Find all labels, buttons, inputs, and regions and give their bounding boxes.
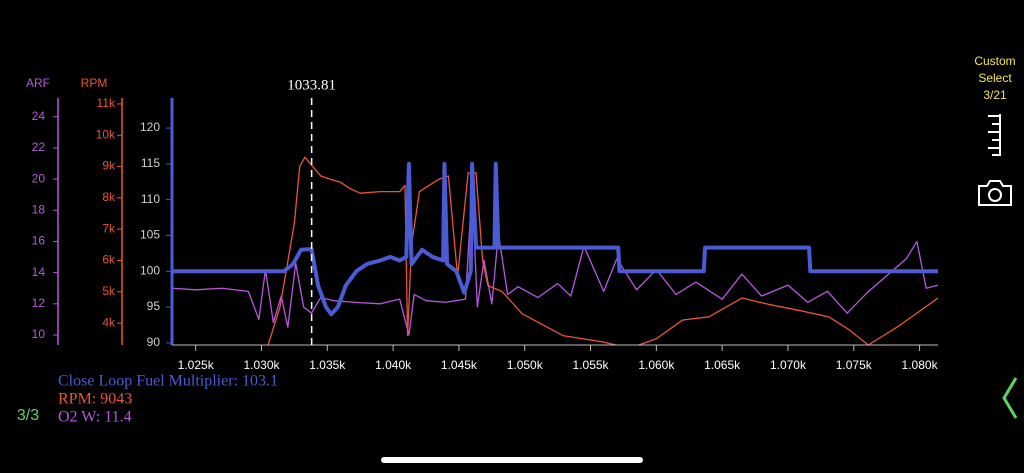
x-tick-label: 1.070k (770, 358, 807, 372)
y2-axis-label: RPM (81, 76, 108, 90)
y-tick-label: 110 (141, 192, 160, 206)
y2-tick-label: 8k (102, 190, 116, 204)
y2-tick-label: 6k (102, 253, 116, 267)
y3-tick-label: 12 (32, 296, 46, 310)
custom-select-label[interactable]: Select (978, 71, 1012, 85)
readout-line: O2 W: 11.4 (58, 409, 132, 426)
y3-tick-label: 22 (32, 140, 46, 154)
camera-icon[interactable] (978, 180, 1012, 206)
x-tick-label: 1.050k (507, 358, 544, 372)
y2-tick-label: 11k (97, 96, 116, 110)
x-tick-label: 1.080k (902, 358, 939, 372)
y-tick-label: 120 (140, 120, 160, 134)
x-tick-label: 1.040k (375, 358, 412, 372)
series-line (172, 161, 938, 317)
x-tick-label: 1.035k (309, 358, 346, 372)
y3-tick-label: 14 (32, 265, 46, 279)
cursor-label: 1033.81 (287, 77, 336, 93)
y-tick-label: 90 (147, 335, 161, 349)
y2-tick-label: 4k (102, 315, 116, 329)
home-indicator (381, 457, 643, 463)
x-tick-label: 1.025k (178, 358, 215, 372)
y3-tick-label: 10 (32, 327, 46, 341)
y-tick-label: 105 (140, 228, 160, 242)
y2-tick-label: 5k (102, 284, 116, 298)
x-tick-label: 1.030k (243, 358, 280, 372)
x-tick-label: 1.045k (441, 358, 478, 372)
x-tick-label: 1.055k (573, 358, 610, 372)
readout-line: RPM: 9043 (58, 391, 132, 408)
series-line (266, 156, 938, 345)
back-chevron[interactable] (1002, 377, 1018, 419)
y3-tick-label: 20 (32, 171, 46, 185)
y-tick-label: 95 (147, 299, 161, 313)
y3-tick-label: 18 (32, 202, 46, 216)
y2-tick-label: 7k (102, 221, 116, 235)
y-tick-label: 100 (140, 263, 160, 277)
page-indicator: 3/3 (17, 407, 39, 424)
y3-axis-label: ARF (26, 76, 50, 90)
x-tick-label: 1.060k (638, 358, 675, 372)
y3-tick-label: 24 (32, 109, 46, 123)
x-tick-label: 1.075k (836, 358, 873, 372)
y3-tick-label: 16 (32, 234, 46, 248)
y2-tick-label: 9k (102, 159, 116, 173)
custom-select-count[interactable]: 3/21 (983, 88, 1007, 102)
series-line (172, 186, 938, 336)
x-tick-label: 1.065k (704, 358, 741, 372)
y2-tick-label: 10k (96, 127, 116, 141)
ruler-icon[interactable] (988, 114, 1001, 156)
y-tick-label: 115 (141, 156, 160, 170)
readout-line: Close Loop Fuel Multiplier: 103.1 (58, 373, 278, 390)
custom-select-label[interactable]: Custom (974, 54, 1015, 68)
